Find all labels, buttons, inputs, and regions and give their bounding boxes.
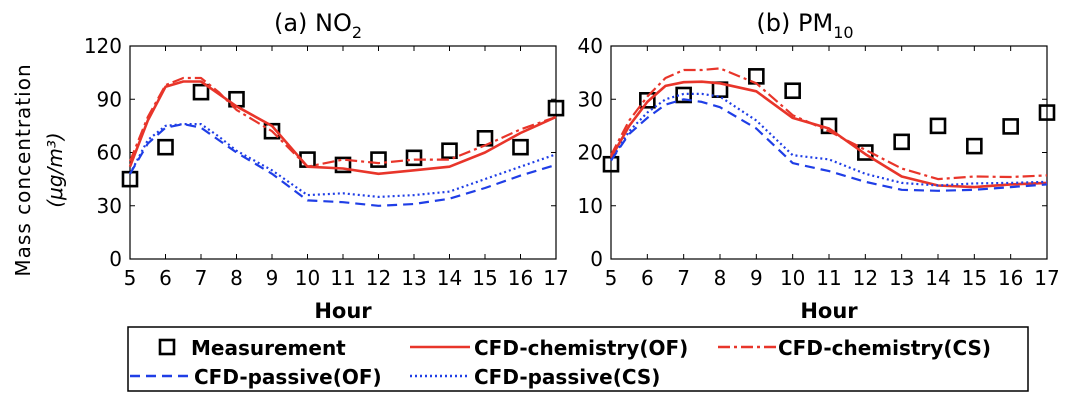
panel-a-x-label: Hour: [314, 299, 372, 323]
series-line-dashdot-red: [610, 67, 1048, 181]
series-line-solid-red: [609, 80, 1048, 189]
x-tick-label: 9: [750, 266, 763, 290]
series-line-dashed-blue: [129, 122, 557, 207]
y-tick-label: 30: [578, 87, 603, 111]
measurement-point: [547, 99, 565, 117]
y-tick-label: 20: [578, 141, 603, 165]
panel-a-plot-area: [129, 45, 557, 260]
measurement-point: [441, 142, 458, 160]
legend-measurement-marker: [158, 338, 176, 356]
y-axis-units: (μg/m³): [43, 132, 67, 207]
measurement-point: [405, 149, 423, 167]
x-tick-label: 14: [437, 266, 462, 290]
x-tick-label: 11: [816, 266, 841, 290]
x-tick-label: 5: [605, 266, 618, 290]
panel-a-title: (a) NO2: [274, 9, 362, 42]
y-tick-label: 30: [97, 194, 122, 218]
legend-pass-cs-label: CFD-passive(CS): [474, 365, 660, 389]
x-tick-label: 6: [159, 266, 172, 290]
x-tick-label: 10: [780, 266, 805, 290]
y-tick-label: 90: [97, 87, 122, 111]
series-line-solid-red: [128, 80, 557, 176]
x-tick-label: 15: [962, 266, 987, 290]
x-tick-label: 10: [295, 266, 320, 290]
x-tick-label: 13: [401, 266, 426, 290]
x-tick-label: 17: [1034, 266, 1059, 290]
x-tick-label: 12: [366, 266, 391, 290]
x-tick-label: 7: [195, 266, 208, 290]
measurement-point: [512, 138, 529, 156]
y-tick-label: 0: [590, 247, 603, 271]
x-tick-label: 16: [998, 266, 1023, 290]
y-tick-label: 60: [97, 141, 122, 165]
legend-box: [127, 326, 1029, 392]
y-tick-label: 40: [578, 34, 603, 58]
x-tick-label: 6: [641, 266, 654, 290]
measurement-point: [263, 122, 281, 140]
panel-pm10: (b) PM10 5 6 7 8 9 10 11 12 13 14 15 16 17010203040 …: [578, 9, 1060, 323]
x-tick-label: 15: [472, 266, 497, 290]
legend-pass-of-label: CFD-passive(OF): [194, 365, 382, 389]
series-line-dashdot-red: [128, 76, 557, 168]
y-tick-label: 120: [84, 34, 122, 58]
panel-b-title: (b) PM10: [756, 9, 853, 42]
x-tick-label: 8: [714, 266, 727, 290]
measurement-point: [639, 92, 656, 109]
panel-no2: (a) NO2 5 6 7 8 9 10 11 12 13 14 15 16 170306090120 …: [84, 9, 569, 323]
legend-chem-of-label: CFD-chemistry(OF): [474, 336, 688, 360]
panel-b-x-label: Hour: [800, 299, 858, 323]
x-tick-label: 7: [677, 266, 690, 290]
y-tick-label: 10: [578, 194, 603, 218]
x-tick-label: 8: [230, 266, 243, 290]
measurement-point: [370, 151, 387, 168]
legend-chem-cs-label: CFD-chemistry(CS): [778, 336, 991, 360]
legend: Measurement CFD-chemistry(OF) CFD-chemis…: [127, 326, 1029, 392]
legend-measurement-label: Measurement: [191, 336, 346, 360]
measurement-point: [966, 137, 983, 155]
x-tick-label: 17: [543, 266, 568, 290]
measurement-point: [784, 82, 801, 100]
measurement-point: [334, 156, 352, 174]
series-line-dotted-blue: [610, 92, 1048, 187]
series-line-dashed-blue: [610, 98, 1048, 192]
x-tick-label: 9: [266, 266, 279, 290]
series-line-dotted-blue: [129, 122, 557, 198]
measurement-point: [1002, 118, 1019, 135]
measurement-point: [675, 86, 692, 104]
x-tick-label: 14: [925, 266, 950, 290]
measurement-point: [893, 133, 910, 151]
y-tick-label: 0: [109, 247, 122, 271]
measurement-point: [192, 83, 210, 101]
x-tick-label: 16: [508, 266, 533, 290]
x-tick-label: 5: [124, 266, 137, 290]
x-tick-label: 13: [889, 266, 914, 290]
y-axis-label: Mass concentration: [11, 63, 35, 276]
measurement-point: [929, 117, 947, 135]
measurement-point: [1038, 104, 1056, 121]
x-tick-label: 12: [853, 266, 878, 290]
measurement-point: [157, 138, 174, 156]
x-tick-label: 11: [330, 266, 355, 290]
